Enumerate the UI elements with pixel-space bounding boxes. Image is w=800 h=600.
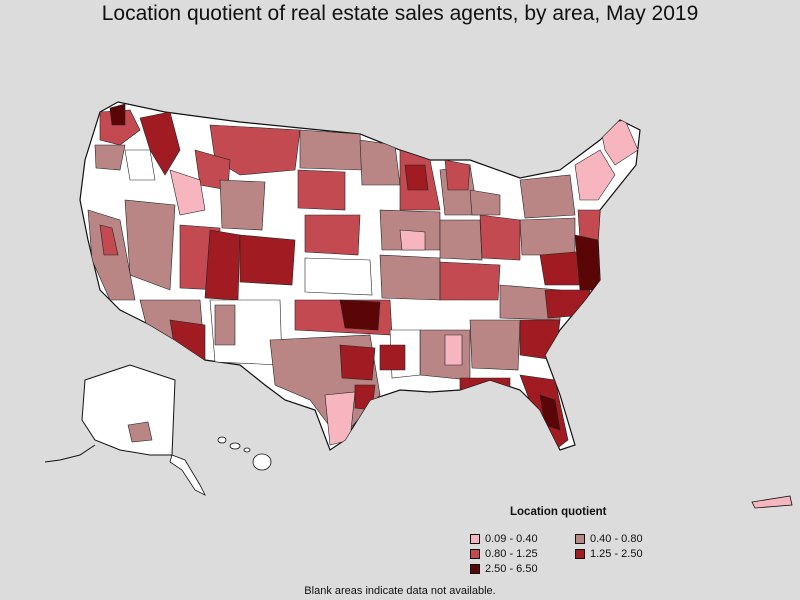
area-region — [379, 254, 441, 301]
legend-label: 1.25 - 2.50 — [590, 547, 643, 560]
area-region — [139, 111, 181, 176]
area-region — [324, 391, 356, 446]
alaska-panhandle — [169, 454, 206, 496]
map-title: Location quotient of real estate sales a… — [101, 2, 699, 25]
area-region — [124, 199, 176, 291]
legend-item: 0.40 - 0.80 — [575, 532, 685, 545]
legend-swatch — [470, 533, 480, 544]
hawaii — [217, 436, 272, 471]
area-region — [544, 289, 591, 319]
area-region — [94, 144, 126, 171]
area-region — [239, 234, 296, 286]
legend-label: 0.80 - 1.25 — [485, 547, 538, 560]
area-region — [444, 334, 463, 366]
area-region — [399, 229, 426, 251]
area-region — [519, 174, 576, 219]
area-region — [354, 384, 376, 411]
legend-label: 0.40 - 0.80 — [590, 532, 643, 545]
area-region — [109, 103, 126, 126]
area-region — [169, 319, 206, 361]
alaska — [81, 364, 176, 456]
area-region — [577, 209, 601, 241]
area-region — [219, 179, 266, 231]
area-region — [574, 149, 616, 201]
area-region — [469, 319, 521, 371]
map-legend: Location quotient 0.09 - 0.40 0.40 - 0.8… — [470, 506, 700, 575]
area-region-alaska — [127, 421, 153, 443]
area-region — [379, 344, 406, 371]
area-region — [444, 159, 471, 191]
area-region — [404, 164, 429, 191]
area-region — [299, 129, 363, 171]
puerto-rico — [751, 495, 793, 509]
legend-item: 2.50 - 6.50 — [470, 562, 575, 575]
area-region — [519, 319, 561, 361]
area-region — [99, 224, 119, 256]
area-region — [359, 139, 401, 186]
area-region — [214, 304, 236, 346]
area-region — [304, 257, 373, 296]
legend-item: 0.09 - 0.40 — [470, 532, 575, 545]
area-region — [439, 261, 501, 301]
legend-label: 0.09 - 0.40 — [485, 532, 538, 545]
area-region — [439, 219, 483, 261]
area-region — [469, 189, 501, 216]
area-region — [339, 344, 376, 381]
data-availability-note: Blank areas indicate data not available. — [304, 585, 496, 597]
legend-swatch — [575, 548, 585, 559]
legend-title: Location quotient — [510, 506, 607, 518]
legend-swatch — [470, 548, 480, 559]
area-region — [339, 299, 381, 331]
area-region — [124, 149, 156, 181]
legend-item: 1.25 - 2.50 — [575, 547, 685, 560]
area-region — [304, 214, 361, 256]
area-region — [169, 169, 206, 216]
legend-label: 2.50 - 6.50 — [485, 562, 538, 575]
area-region — [599, 119, 639, 166]
legend-item: 0.80 - 1.25 — [470, 547, 575, 560]
legend-swatch — [575, 533, 585, 544]
alaska-aleutians — [44, 444, 96, 463]
legend-swatch — [470, 563, 480, 574]
area-region — [519, 217, 576, 256]
area-region — [297, 169, 346, 211]
area-region — [459, 377, 511, 393]
area-region — [204, 229, 241, 301]
area-region — [209, 124, 301, 176]
area-region — [479, 214, 521, 261]
